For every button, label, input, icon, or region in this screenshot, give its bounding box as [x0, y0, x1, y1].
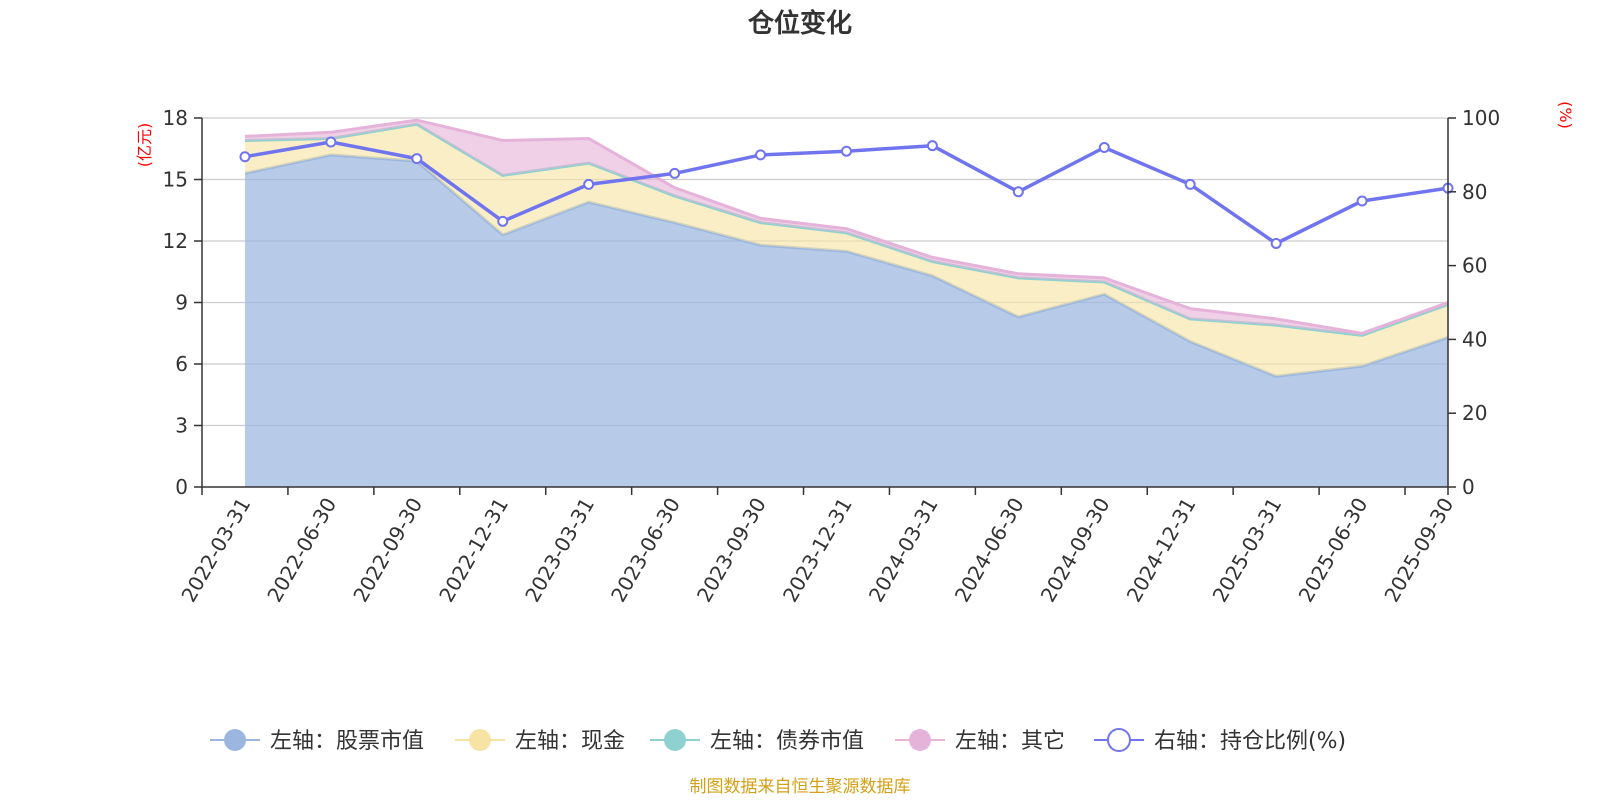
left-tick-label-3: 3	[175, 414, 188, 438]
left-axis-unit-label: (亿元)	[135, 123, 154, 168]
area-edge-series-3	[244, 118, 1449, 335]
area-series-1	[245, 124, 1448, 377]
holding-ratio-point-12	[1270, 237, 1282, 249]
legend-marker-1	[469, 729, 491, 751]
right-tick-label-80: 80	[1462, 180, 1487, 204]
legend-marker-4	[1107, 728, 1131, 752]
x-tick-label-2025-03-31: 2025-03-31	[1208, 494, 1287, 607]
x-tick-label-2022-03-31: 2022-03-31	[176, 494, 255, 607]
x-tick-label-2023-09-30: 2023-09-30	[692, 494, 771, 607]
legend-label-1: 左轴：现金	[515, 729, 625, 754]
holding-ratio-point-0	[239, 151, 251, 163]
x-tick-label-2025-09-30: 2025-09-30	[1379, 494, 1458, 607]
x-tick-label-2022-09-30: 2022-09-30	[348, 494, 427, 607]
x-tick-label-2024-12-31: 2024-12-31	[1122, 494, 1201, 607]
holding-ratio-point-13	[1356, 195, 1368, 207]
right-tick-label-0: 0	[1462, 475, 1475, 499]
legend-item-4: 右轴：持仓比例(%)	[1094, 728, 1346, 754]
holding-ratio-point-6	[755, 149, 767, 161]
left-tick-label-9: 9	[175, 291, 188, 315]
legend-label-3: 左轴：其它	[955, 729, 1065, 754]
legend-label-0: 左轴：股票市值	[270, 729, 424, 754]
holding-ratio-point-5	[669, 167, 681, 179]
legend-label-2: 左轴：债券市值	[710, 729, 864, 754]
right-tick-label-20: 20	[1462, 401, 1487, 425]
holding-ratio-point-2	[411, 153, 423, 165]
right-tick-label-40: 40	[1462, 327, 1487, 351]
left-tick-label-18: 18	[163, 106, 188, 130]
left-tick-label-12: 12	[163, 229, 188, 253]
holding-ratio-point-4	[583, 178, 595, 190]
holding-ratio-point-10	[1098, 142, 1110, 154]
legend-marker-2	[664, 729, 686, 751]
legend-item-3: 左轴：其它	[895, 729, 1065, 754]
holding-ratio-point-1	[325, 136, 337, 148]
legend-marker-0	[224, 729, 246, 751]
chart-title: 仓位变化	[747, 8, 852, 39]
x-tick-label-2023-03-31: 2023-03-31	[520, 494, 599, 607]
left-tick-label-0: 0	[175, 475, 188, 499]
area-layer	[244, 118, 1449, 487]
legend-marker-3	[909, 729, 931, 751]
left-tick-label-15: 15	[163, 168, 188, 192]
x-tick-label-2024-03-31: 2024-03-31	[864, 494, 943, 607]
x-tick-label-2022-12-31: 2022-12-31	[434, 494, 513, 607]
holding-ratio-point-3	[497, 215, 509, 227]
holding-ratio-point-9	[1012, 186, 1024, 198]
x-tick-label-2024-09-30: 2024-09-30	[1036, 494, 1115, 607]
legend: 左轴：股票市值 左轴：现金 左轴：债券市值 左轴：其它 右轴：持仓比例(%)	[210, 728, 1346, 754]
right-tick-label-60: 60	[1462, 254, 1487, 278]
x-tick-label-2023-12-31: 2023-12-31	[778, 494, 857, 607]
holding-ratio-point-11	[1184, 178, 1196, 190]
right-tick-label-100: 100	[1462, 106, 1500, 130]
legend-item-2: 左轴：债券市值	[650, 729, 864, 754]
right-axis-unit-label: (%)	[1556, 101, 1575, 129]
holding-ratio-point-8	[926, 140, 938, 152]
x-tick-label-2023-06-30: 2023-06-30	[606, 494, 685, 607]
data-source-note: 制图数据来自恒生聚源数据库	[690, 777, 911, 797]
x-tick-label-2025-06-30: 2025-06-30	[1293, 494, 1372, 607]
legend-label-4: 右轴：持仓比例(%)	[1154, 729, 1346, 754]
left-tick-label-6: 6	[175, 352, 188, 376]
legend-item-1: 左轴：现金	[455, 729, 625, 754]
area-series-0	[245, 154, 1448, 487]
x-tick-label-2024-06-30: 2024-06-30	[950, 494, 1029, 607]
x-tick-label-2022-06-30: 2022-06-30	[262, 494, 341, 607]
legend-item-0: 左轴：股票市值	[210, 729, 424, 754]
holding-ratio-point-7	[840, 145, 852, 157]
line-layer	[239, 136, 1454, 249]
